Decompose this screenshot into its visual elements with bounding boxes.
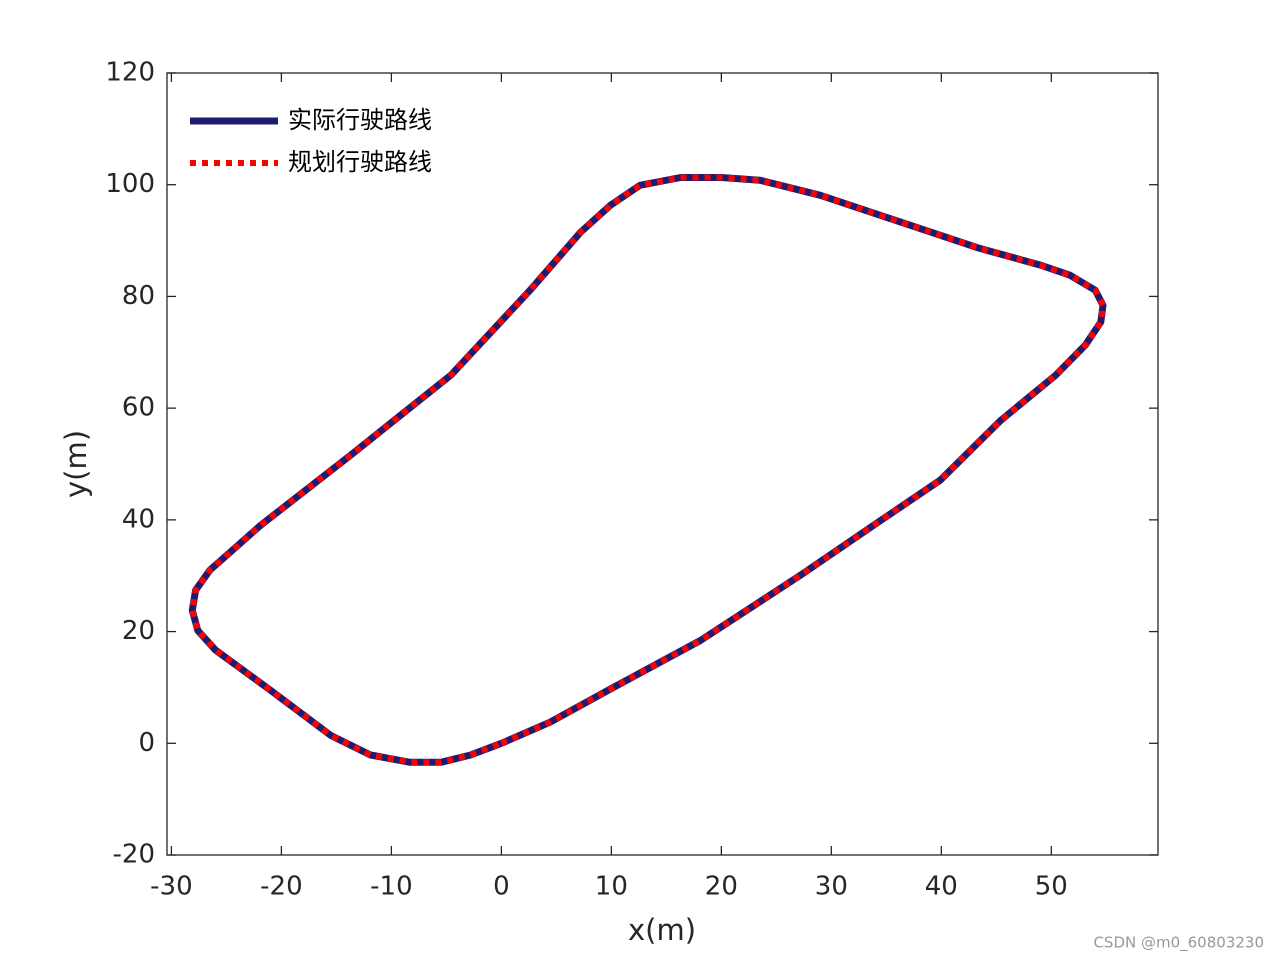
watermark: CSDN @m0_60803230 <box>1093 934 1264 953</box>
x-tick-label: 30 <box>815 872 848 902</box>
x-tick-label: -20 <box>260 872 302 902</box>
x-tick-label: 20 <box>705 872 738 902</box>
x-tick-label: 0 <box>493 872 510 902</box>
x-axis-label: x(m) <box>628 913 696 947</box>
x-tick-label: -10 <box>370 872 412 902</box>
y-tick-label: 60 <box>122 393 155 423</box>
y-tick-label: 100 <box>105 169 155 199</box>
y-tick-label: 80 <box>122 281 155 311</box>
y-tick-label: 0 <box>138 728 155 758</box>
x-tick-label: 40 <box>925 872 958 902</box>
x-tick-label: 10 <box>595 872 628 902</box>
x-tick-label: -30 <box>150 872 192 902</box>
y-tick-label: 20 <box>122 616 155 646</box>
plot-frame <box>166 72 1159 856</box>
legend-label: 实际行驶路线 <box>288 106 432 134</box>
series-line <box>189 174 1107 766</box>
y-tick-label: 40 <box>122 504 155 534</box>
y-tick-label: -20 <box>113 840 155 870</box>
x-tick-label: 50 <box>1035 872 1068 902</box>
y-tick-label: 120 <box>105 58 155 88</box>
y-axis-label: y(m) <box>59 430 93 498</box>
legend-label: 规划行驶路线 <box>288 148 432 176</box>
